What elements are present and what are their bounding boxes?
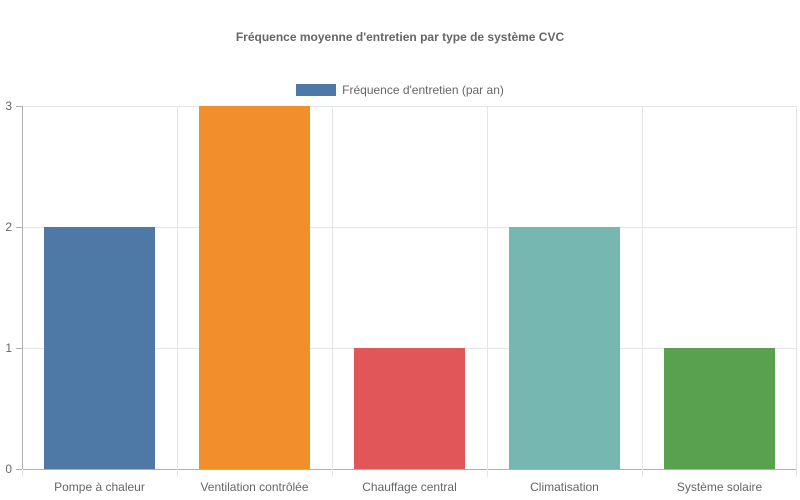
chart-title: Fréquence moyenne d'entretien par type d… (235, 30, 565, 44)
legend[interactable]: Fréquence d'entretien (par an) (0, 83, 800, 97)
x-tick-label-ventilation-controlee: Ventilation contrôlée (200, 480, 309, 494)
x-tick (332, 469, 333, 477)
y-tick (16, 348, 22, 349)
x-axis (22, 469, 797, 470)
x-tick-label-climatisation: Climatisation (530, 480, 599, 494)
y-tick-label-3: 3 (5, 99, 12, 113)
x-tick (177, 469, 178, 477)
x-tick (796, 469, 797, 477)
x-tick-label-chauffage-central: Chauffage central (362, 480, 457, 494)
x-tick (487, 469, 488, 477)
y-tick (16, 106, 22, 107)
x-tick-label-pompe-a-chaleur: Pompe à chaleur (54, 480, 145, 494)
gridline-v (487, 106, 488, 469)
bar-systeme-solaire[interactable] (664, 348, 775, 469)
y-tick-label-1: 1 (5, 341, 12, 355)
x-tick (642, 469, 643, 477)
x-tick (22, 469, 23, 477)
legend-swatch (296, 84, 337, 96)
y-tick-label-0: 0 (5, 462, 12, 476)
plot-area (22, 106, 797, 469)
bar-climatisation[interactable] (509, 227, 620, 469)
x-tick-label-systeme-solaire: Système solaire (676, 480, 763, 494)
bar-ventilation-controlee[interactable] (199, 106, 310, 469)
y-axis (22, 106, 23, 469)
gridline-2 (22, 227, 797, 228)
legend-label: Fréquence d'entretien (par an) (342, 83, 504, 97)
gridline-v (796, 106, 797, 469)
bar-chauffage-central[interactable] (354, 348, 465, 469)
y-tick (16, 227, 22, 228)
gridline-3 (22, 106, 797, 107)
y-tick (16, 469, 22, 470)
gridline-v (177, 106, 178, 469)
bar-pompe-a-chaleur[interactable] (44, 227, 155, 469)
gridline-v (332, 106, 333, 469)
y-tick-label-2: 2 (5, 220, 12, 234)
gridline-v (642, 106, 643, 469)
